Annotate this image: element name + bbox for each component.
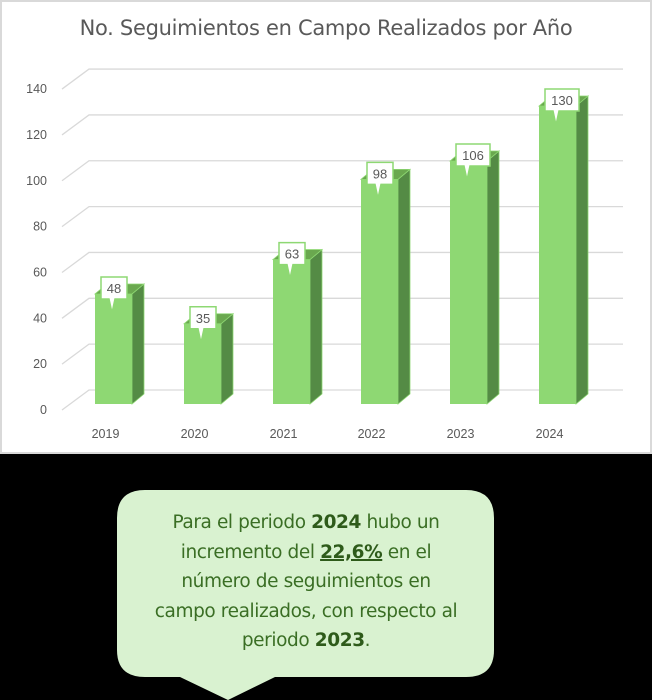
y-tick-label: 40: [33, 311, 47, 325]
callout-shape: [117, 490, 494, 700]
highlight-year-2023: 2023: [314, 630, 365, 651]
bar-front-face: [273, 259, 310, 404]
bars: 48 35 63 98 106 130: [93, 88, 590, 405]
bar-2020: 35: [182, 306, 235, 405]
x-tick-label: 2023: [447, 427, 475, 441]
gridline: [61, 68, 623, 90]
gridline: [61, 205, 623, 228]
y-tick-label: 100: [26, 174, 47, 188]
data-label-value: 63: [285, 247, 299, 262]
text: en el: [382, 541, 432, 563]
callout-line-1: Para el periodo 2024 hubo un: [118, 508, 494, 538]
data-label-box: [366, 161, 394, 199]
data-label: 48: [100, 276, 128, 314]
bar-2024: 130: [537, 88, 590, 405]
bar-front-face: [361, 179, 398, 404]
data-label-value: 106: [462, 148, 484, 163]
data-label: 106: [455, 143, 491, 181]
bar-2019: 48: [93, 276, 146, 405]
y-tick-label: 0: [40, 403, 47, 417]
callout-line-5: periodo 2023.: [118, 626, 494, 656]
bar-2023: 106: [448, 143, 501, 405]
callout-text: Para el periodo 2024 hubo un incremento …: [118, 508, 494, 656]
highlight-year-2024: 2024: [311, 512, 361, 533]
data-label-box: [100, 276, 128, 314]
y-tick-label: 20: [33, 357, 47, 371]
text: periodo: [241, 630, 315, 651]
gridline: [61, 389, 623, 411]
y-tick-label: 60: [33, 265, 47, 279]
text: hubo un: [360, 512, 440, 533]
y-tick-label: 80: [33, 220, 47, 234]
x-axis-ticks: 2019 2020 2021 2022 2023 2024: [92, 427, 564, 441]
y-tick-label: 120: [26, 128, 47, 142]
data-label: 130: [544, 88, 580, 126]
data-label: 35: [189, 306, 217, 343]
bar-2022: 98: [359, 161, 412, 405]
data-label-value: 48: [107, 281, 121, 296]
text: Para el periodo: [172, 512, 312, 533]
data-label-box: [278, 241, 306, 279]
bar-front-face: [95, 293, 132, 404]
text: .: [364, 630, 371, 651]
x-tick-label: 2022: [358, 427, 386, 441]
y-axis-ticks: 0 20 40 60 80 100 120 140: [26, 82, 47, 417]
chart-title: No. Seguimientos en Campo Realizados por…: [79, 16, 573, 40]
data-label-value: 98: [373, 166, 387, 181]
data-label: 98: [366, 161, 394, 199]
gridlines: [61, 68, 623, 411]
data-label-value: 35: [196, 311, 210, 326]
callout-line-2: incremento del 22,6% en el: [118, 538, 494, 568]
chart-container: No. Seguimientos en Campo Realizados por…: [0, 0, 652, 454]
gridline: [61, 114, 623, 136]
gridline: [61, 160, 623, 182]
y-tick-label: 140: [26, 82, 47, 96]
gridline: [61, 251, 623, 273]
data-label-box: [189, 306, 217, 343]
x-tick-label: 2021: [270, 427, 298, 441]
x-tick-label: 2019: [92, 427, 120, 441]
callout-line-3: número de seguimientos en: [181, 571, 431, 592]
x-tick-label: 2020: [181, 427, 209, 441]
data-label-value: 130: [551, 93, 573, 108]
bar-front-face: [539, 106, 576, 404]
data-label: 63: [278, 241, 306, 279]
x-tick-label: 2024: [536, 427, 564, 441]
data-label-box: [544, 88, 580, 126]
bar-front-face: [450, 161, 487, 404]
text: incremento del: [180, 541, 321, 563]
callout-line-4: campo realizados, con respecto al: [154, 600, 458, 622]
highlight-percentage: 22,6%: [320, 541, 383, 563]
gridline: [61, 297, 623, 319]
bar-2021: 63: [271, 241, 324, 405]
data-label-box: [455, 143, 491, 181]
gridline: [61, 343, 623, 365]
